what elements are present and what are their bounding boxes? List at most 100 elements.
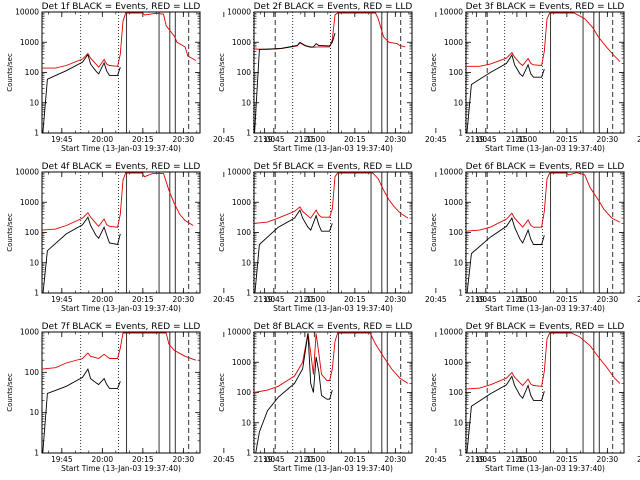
x-tick-label: 20:15 xyxy=(344,455,366,464)
y-tick-label: 100 xyxy=(237,388,252,397)
y-tick-label: 1 xyxy=(246,449,251,458)
y-tick-label: 100 xyxy=(25,368,40,377)
x-axis-label: Start Time (13-Jan-03 19:37:40) xyxy=(61,144,181,153)
panel-title: Det 7f BLACK = Events, RED = LLD xyxy=(42,322,201,332)
x-tick-label: 19:45 xyxy=(475,135,497,144)
plot-frame xyxy=(41,171,201,294)
x-axis-label: Start Time (13-Jan-03 19:37:40) xyxy=(485,464,605,473)
events-series-line xyxy=(42,216,121,293)
x-tick-label: 20:00 xyxy=(516,295,538,304)
x-tick-label: 20:00 xyxy=(516,135,538,144)
detector-panel: 1 10 100 1000 10000 19:45 20:00 20:15 20:30 20:45… xyxy=(218,2,528,153)
panel-title: Det 4f BLACK = Events, RED = LLD xyxy=(42,162,201,172)
events-series-line xyxy=(42,368,121,453)
x-tick-label: 20:45 xyxy=(637,455,640,464)
events-series-line xyxy=(466,217,545,293)
series-group xyxy=(42,12,197,133)
y-tick-label: 1000 xyxy=(20,198,39,207)
y-tick-label: 1000 xyxy=(232,358,251,367)
plot-frame xyxy=(253,171,413,294)
x-tick-label: 20:15 xyxy=(556,295,578,304)
plot-frame xyxy=(41,11,201,134)
detector-panel: 1 10 100 1000 10000 19:45 20:00 20:15 20:30 20:45… xyxy=(430,162,640,313)
events-series-line xyxy=(254,209,333,293)
y-tick-label: 10000 xyxy=(227,8,251,17)
x-tick-label: 19:45 xyxy=(475,455,497,464)
x-tick-label: 21:00 xyxy=(254,295,276,304)
y-tick-label: 10 xyxy=(453,98,463,107)
panel-title: Det 6f BLACK = Events, RED = LLD xyxy=(466,162,625,172)
x-tick-label: 20:15 xyxy=(132,135,154,144)
y-tick-label: 10000 xyxy=(15,168,39,177)
plot-frame xyxy=(253,331,413,454)
x-tick-label: 20:45 xyxy=(637,295,640,304)
y-axis-label: Counts/sec xyxy=(430,373,438,412)
lld-series-line xyxy=(466,12,621,67)
events-series-line xyxy=(42,53,121,133)
y-tick-label: 10000 xyxy=(227,168,251,177)
plot-frame xyxy=(465,331,625,454)
y-tick-label: 1 xyxy=(34,449,39,458)
y-tick-label: 100 xyxy=(449,228,464,237)
x-tick-label: 20:15 xyxy=(344,295,366,304)
x-tick-label: 21:15 xyxy=(506,455,528,464)
x-tick-label: 20:30 xyxy=(173,135,195,144)
y-tick-label: 1000 xyxy=(20,38,39,47)
x-tick-label: 21:00 xyxy=(466,295,488,304)
panel-title: Det 5f BLACK = Events, RED = LLD xyxy=(254,162,413,172)
y-axis-label: Counts/sec xyxy=(430,53,438,92)
x-tick-label: 20:45 xyxy=(637,135,640,144)
x-tick-label: 19:45 xyxy=(475,295,497,304)
series-group xyxy=(466,332,621,453)
x-tick-label: 20:30 xyxy=(173,455,195,464)
y-tick-label: 1000 xyxy=(20,328,39,337)
y-tick-label: 1 xyxy=(458,129,463,138)
y-tick-label: 10 xyxy=(453,258,463,267)
detector-panel: 1 10 100 1000 10000 19:45 20:00 20:15 20:30 20:45… xyxy=(430,322,640,473)
x-tick-label: 20:30 xyxy=(385,295,407,304)
x-tick-label: 20:15 xyxy=(132,455,154,464)
y-tick-label: 1000 xyxy=(232,38,251,47)
series-group xyxy=(466,12,621,133)
y-tick-label: 1000 xyxy=(444,358,463,367)
y-axis-label: Counts/sec xyxy=(6,53,14,92)
x-tick-label: 19:45 xyxy=(51,135,73,144)
y-tick-label: 10000 xyxy=(439,328,463,337)
series-group xyxy=(254,12,406,133)
x-tick-label: 21:15 xyxy=(294,455,316,464)
lld-series-line xyxy=(42,12,197,69)
y-tick-label: 100 xyxy=(25,68,40,77)
x-tick-label: 20:45 xyxy=(425,135,447,144)
x-tick-label: 20:45 xyxy=(213,295,235,304)
y-tick-label: 1 xyxy=(458,449,463,458)
x-tick-label: 21:00 xyxy=(466,135,488,144)
series-group xyxy=(42,332,197,453)
x-axis-label: Start Time (13-Jan-03 19:37:40) xyxy=(485,304,605,313)
x-tick-label: 21:15 xyxy=(506,135,528,144)
panel-title: Det 9f BLACK = Events, RED = LLD xyxy=(466,322,625,332)
y-tick-label: 1000 xyxy=(232,198,251,207)
y-axis-label: Counts/sec xyxy=(430,213,438,252)
x-tick-label: 21:00 xyxy=(254,135,276,144)
series-group xyxy=(254,332,409,453)
x-tick-label: 19:45 xyxy=(51,455,73,464)
x-tick-label: 20:00 xyxy=(516,455,538,464)
y-tick-label: 1000 xyxy=(444,198,463,207)
x-axis-label: Start Time (13-Jan-03 19:37:40) xyxy=(273,464,393,473)
y-tick-label: 10000 xyxy=(439,8,463,17)
y-axis-label: Counts/sec xyxy=(218,213,226,252)
x-tick-label: 19:45 xyxy=(51,295,73,304)
detector-panel: 1 10 100 1000 10000 19:45 20:00 20:15 20:30 20:45… xyxy=(6,2,316,153)
x-tick-label: 20:45 xyxy=(425,455,447,464)
x-tick-label: 20:30 xyxy=(597,455,619,464)
x-tick-label: 20:45 xyxy=(213,135,235,144)
x-tick-label: 20:30 xyxy=(385,135,407,144)
x-tick-label: 20:00 xyxy=(92,295,114,304)
events-series-line xyxy=(254,32,336,133)
x-tick-label: 20:00 xyxy=(304,135,326,144)
y-tick-label: 1 xyxy=(246,289,251,298)
x-tick-label: 20:15 xyxy=(344,135,366,144)
x-tick-label: 20:30 xyxy=(385,455,407,464)
y-axis-label: Counts/sec xyxy=(6,373,14,412)
x-axis-label: Start Time (13-Jan-03 19:37:40) xyxy=(273,144,393,153)
